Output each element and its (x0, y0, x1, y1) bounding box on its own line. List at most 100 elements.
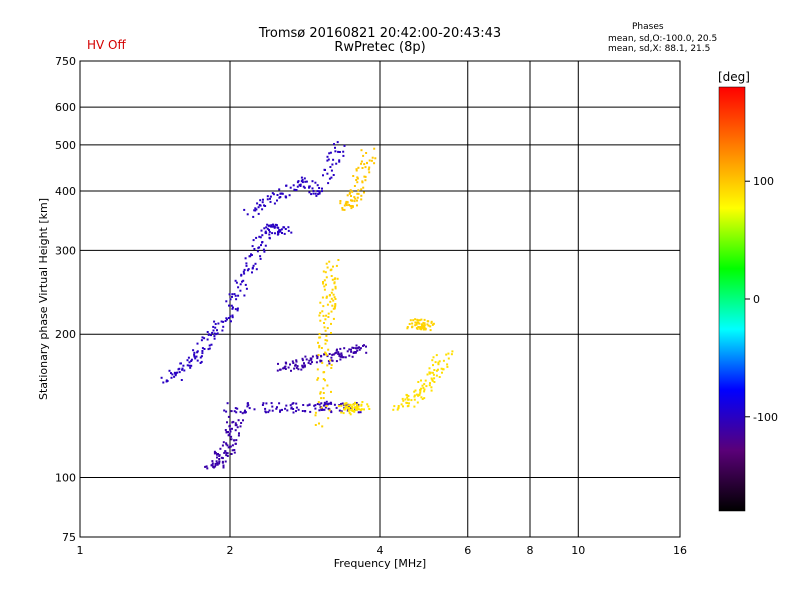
data-point (259, 255, 262, 258)
data-point (270, 224, 273, 227)
data-point (214, 465, 217, 468)
data-point (427, 324, 430, 327)
data-point (416, 321, 419, 324)
data-point (338, 353, 341, 356)
data-point (263, 250, 266, 253)
data-point (322, 174, 324, 177)
data-point (242, 419, 244, 422)
data-point (284, 368, 287, 370)
data-point (356, 181, 359, 184)
data-point (346, 350, 349, 353)
data-point (226, 444, 229, 447)
data-point (266, 227, 269, 230)
data-point (338, 354, 341, 357)
data-point (228, 304, 230, 307)
data-point (355, 347, 358, 350)
data-point (320, 409, 323, 411)
data-point (360, 149, 363, 152)
data-point (318, 187, 321, 189)
data-point (338, 160, 341, 163)
data-point (277, 230, 280, 233)
data-point (190, 364, 193, 367)
data-point (308, 359, 311, 362)
data-point (225, 317, 228, 320)
data-point (322, 378, 325, 381)
data-point (426, 373, 429, 376)
data-point (235, 439, 238, 442)
data-point (174, 373, 177, 376)
data-point (300, 368, 303, 371)
data-point (253, 408, 256, 411)
data-point (302, 366, 305, 369)
data-point (237, 434, 240, 437)
data-point (285, 196, 288, 199)
data-point (265, 411, 267, 414)
data-point (404, 398, 407, 401)
data-point (275, 407, 278, 410)
data-point (240, 422, 243, 424)
data-point (295, 402, 298, 405)
data-point (321, 187, 323, 190)
data-point (309, 410, 312, 413)
data-point (434, 361, 437, 364)
data-point (264, 230, 267, 233)
data-point (304, 410, 307, 413)
data-point (231, 444, 234, 447)
data-point (431, 371, 434, 374)
data-point (281, 408, 283, 411)
data-point (421, 326, 424, 329)
data-point (289, 363, 291, 366)
data-point (221, 461, 224, 464)
data-point (212, 466, 215, 469)
data-point (290, 406, 293, 409)
data-point (349, 189, 352, 192)
data-point (319, 301, 322, 304)
data-point (268, 224, 270, 227)
grid-lines (80, 61, 680, 537)
data-point (314, 414, 317, 417)
y-axis-label: Stationary phase Virtual Height [km] (37, 198, 50, 400)
data-point (192, 349, 195, 352)
colorbar-tick-label: 0 (753, 293, 760, 306)
data-point (229, 298, 232, 301)
data-point (245, 264, 248, 267)
data-point (339, 355, 342, 358)
data-point (322, 387, 325, 390)
data-point (269, 195, 272, 198)
colorbar-ticks: 100 0 -100 (745, 175, 778, 424)
data-point (288, 194, 291, 197)
data-point (342, 356, 345, 359)
data-point (360, 162, 362, 165)
data-point (235, 281, 238, 284)
data-point (326, 303, 329, 306)
x-tick-label: 4 (377, 544, 384, 557)
data-point (348, 348, 351, 351)
data-point (332, 158, 335, 161)
data-point (392, 408, 395, 411)
data-point (270, 402, 273, 405)
data-point (320, 402, 323, 405)
data-point (269, 200, 272, 203)
data-point (319, 359, 322, 362)
data-point (257, 212, 260, 215)
data-point (305, 358, 308, 361)
data-point (451, 350, 454, 353)
data-point (351, 406, 354, 409)
data-point (259, 199, 262, 202)
data-point (418, 322, 421, 325)
data-point (329, 402, 332, 405)
data-point (324, 379, 326, 382)
data-point (269, 225, 272, 228)
data-point (276, 406, 278, 409)
data-point (279, 409, 282, 412)
data-point (321, 310, 324, 313)
data-point (338, 409, 341, 412)
data-point (226, 455, 229, 457)
chart-subtitle: RwPretec (8p) (334, 40, 426, 55)
data-point (321, 425, 324, 428)
data-point (327, 182, 330, 185)
data-point (350, 348, 352, 351)
data-point (318, 344, 321, 347)
data-point (334, 298, 337, 300)
data-point (201, 352, 204, 355)
